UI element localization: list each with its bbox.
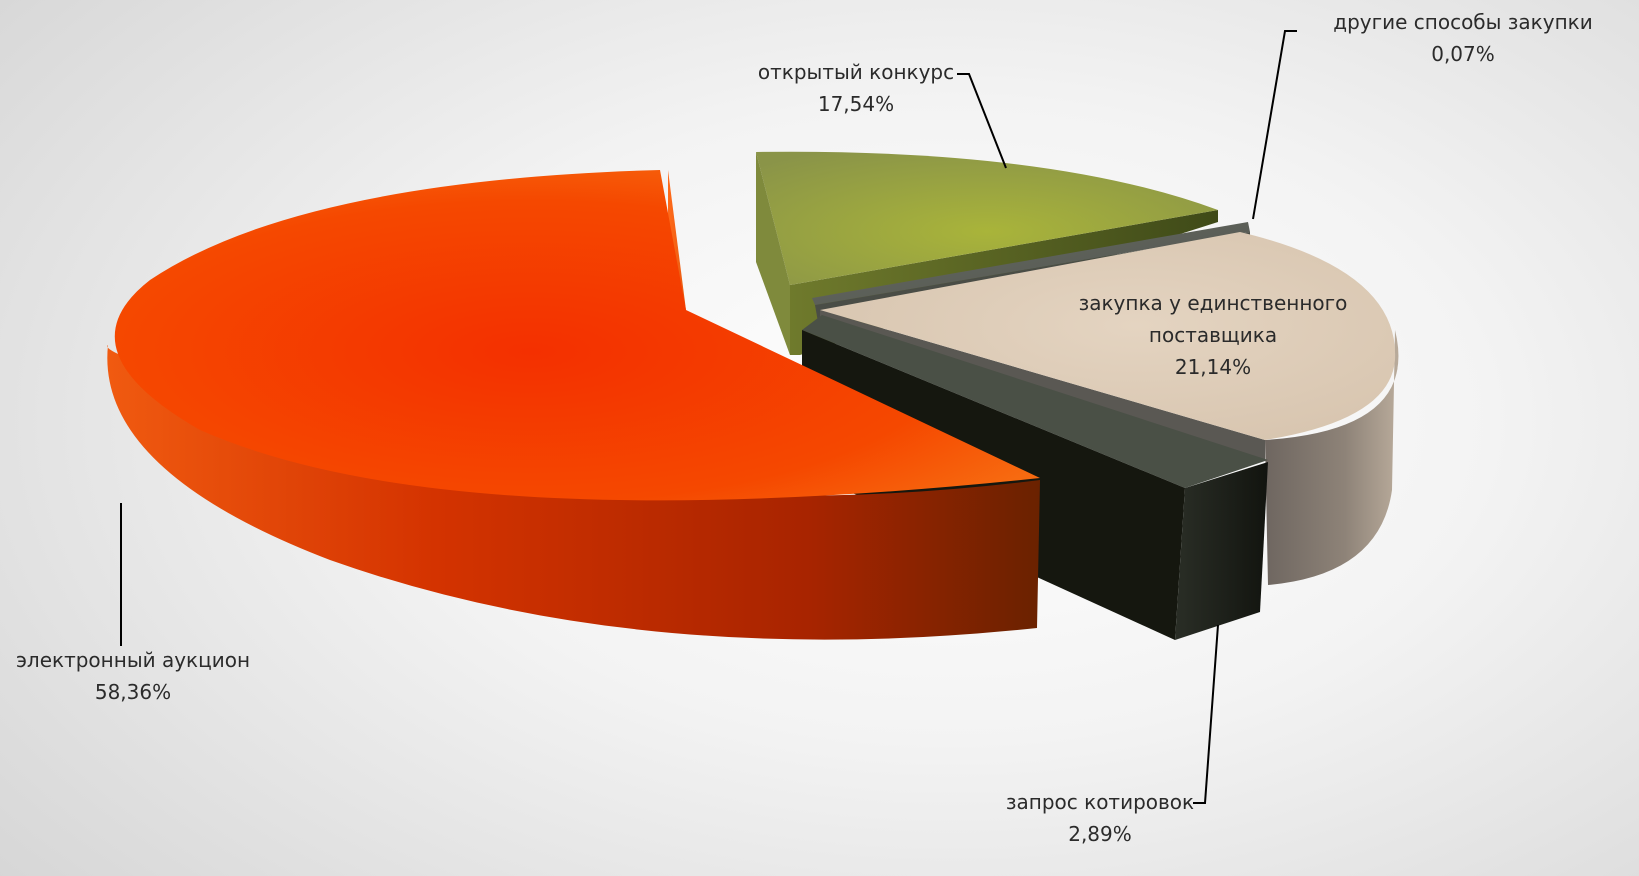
- data-label-edinstvennyi-postavshchik-value: 21,14%: [1174, 355, 1252, 379]
- data-label-otkrytyi-konkurs: открытый конкурс 17,54%: [745, 56, 967, 120]
- leader-line-zapros-kotirovok: [1193, 624, 1219, 804]
- slice-elektronnyi-auktsion-top: [114, 170, 1041, 501]
- data-label-drugie-sposoby-value: 0,07%: [1431, 42, 1495, 66]
- slice-edinstvennyi-postavshchik-inner: [820, 310, 1265, 460]
- data-label-zapros-kotirovok: запрос котировок 2,89%: [1005, 786, 1195, 850]
- data-label-edinstvennyi-postavshchik-name-2: поставщика: [1148, 323, 1278, 347]
- slice-otkrytyi-konkurs-cut: [756, 152, 790, 355]
- data-label-otkrytyi-konkurs-value: 17,54%: [817, 92, 895, 116]
- leader-line-drugie-sposoby: [1252, 30, 1297, 220]
- slice-edinstvennyi-postavshchik: [820, 232, 1399, 585]
- data-label-drugie-sposoby-name: другие способы закупки: [1333, 10, 1593, 34]
- data-label-drugie-sposoby: другие способы закупки 0,07%: [1298, 6, 1628, 70]
- slice-drugie-sposoby-top: [812, 222, 1250, 305]
- data-label-otkrytyi-konkurs-name: открытый конкурс: [757, 60, 955, 84]
- data-label-edinstvennyi-postavshchik: закупка у единственного поставщика 21,14…: [1048, 287, 1378, 383]
- slice-elektronnyi-auktsion: [107, 170, 1041, 640]
- data-label-edinstvennyi-postavshchik-name-1: закупка у единственного: [1078, 291, 1348, 315]
- slice-edinstvennyi-postavshchik-side: [1265, 330, 1399, 585]
- slice-zapros-kotirovok-side: [1175, 462, 1268, 640]
- data-label-elektronnyi-auktsion-name: электронный аукцион: [15, 648, 251, 672]
- slice-zapros-kotirovok-cut: [802, 330, 1185, 640]
- data-label-elektronnyi-auktsion-value: 58,36%: [94, 680, 172, 704]
- leader-line-otkrytyi-konkurs: [957, 73, 1007, 169]
- slice-zapros-kotirovok: [802, 315, 1268, 640]
- slice-otkrytyi-konkurs-top: [756, 151, 1218, 285]
- data-label-zapros-kotirovok-name: запрос котировок: [1005, 790, 1195, 814]
- slice-edinstvennyi-postavshchik-top: [820, 232, 1396, 440]
- data-label-elektronnyi-auktsion: электронный аукцион 58,36%: [8, 644, 258, 708]
- slice-zapros-kotirovok-top: [802, 315, 1268, 488]
- data-label-zapros-kotirovok-value: 2,89%: [1068, 822, 1132, 846]
